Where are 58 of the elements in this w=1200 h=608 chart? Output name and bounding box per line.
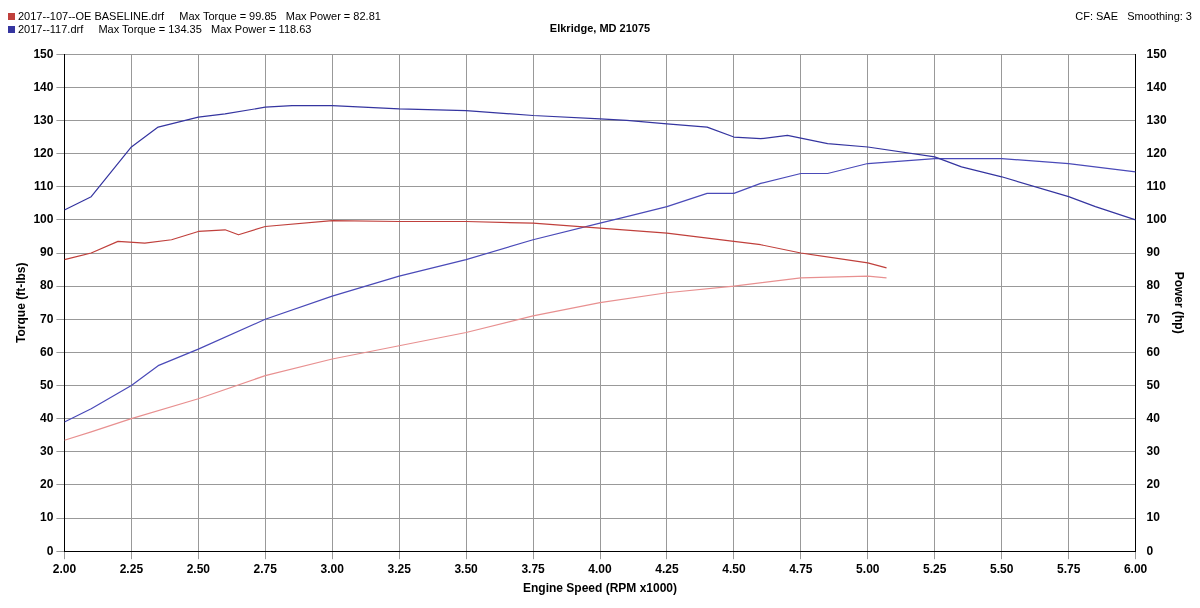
y-tick-label: 110: [34, 179, 54, 194]
y-tick-label: 10: [40, 510, 54, 525]
x-tick-label: 4.25: [655, 561, 679, 576]
y-tick-label: 120: [33, 145, 54, 160]
text: CF: SAE Smoothing: 3: [1075, 10, 1192, 22]
y2-tick-label: 60: [1146, 344, 1161, 359]
y2-tick-label: 140: [1146, 79, 1167, 94]
y2-tick-label: 30: [1146, 444, 1161, 459]
y2-tick-label: 90: [1146, 245, 1161, 260]
x-tick-label: 5.50: [990, 561, 1014, 576]
y-tick-label: 40: [40, 410, 54, 425]
x-tick-label: 2.00: [52, 561, 77, 576]
y-tick-label: 90: [40, 245, 54, 260]
y-tick-label: 70: [40, 311, 54, 326]
y-tick-label: 150: [33, 46, 54, 61]
y-tick-label: 100: [33, 212, 54, 227]
x-tick-label: 2.50: [186, 561, 211, 576]
y2-tick-label: 0: [1146, 543, 1154, 558]
y-tick-label: 60: [40, 344, 54, 359]
x-tick-label: 4.00: [588, 561, 612, 576]
legend-label: 2017--117.drf: [18, 23, 84, 36]
x-tick-label: 3.75: [521, 561, 546, 576]
x-tick-label: 2.75: [253, 561, 278, 576]
y-tick-label: 80: [40, 278, 54, 293]
y2-tick-label: 20: [1146, 477, 1161, 492]
y2-tick-label: 40: [1146, 410, 1161, 425]
text: Max Torque = 99.85 Max Power = 82.81: [179, 10, 381, 23]
x-tick-label: 3.25: [387, 561, 412, 576]
x-tick-label: 6.00: [1123, 561, 1148, 576]
y2-tick-label: 70: [1146, 311, 1161, 326]
y2-tick-label: 100: [1146, 212, 1167, 227]
x-tick-label: 4.75: [789, 561, 813, 576]
y2-tick-label: 130: [1146, 112, 1167, 127]
y-tick-label: 20: [40, 477, 54, 492]
text: Max Torque = 134.35 Max Power = 118.63: [98, 23, 312, 36]
chart-subtitle: Elkridge, MD 21075: [549, 22, 651, 34]
y2-axis-title: Power (hp): [1172, 271, 1187, 334]
y2-tick-label: 150: [1146, 46, 1167, 61]
x-tick-label: 3.50: [454, 561, 479, 576]
y-axis-title: Torque (ft-lbs): [13, 262, 28, 343]
y-tick-label: 50: [40, 377, 54, 392]
y-tick-label: 140: [33, 79, 54, 94]
y2-tick-label: 50: [1146, 377, 1161, 392]
y2-tick-label: 80: [1146, 278, 1161, 293]
legend-label: 2017--107--OE BASELINE.drf: [18, 10, 165, 23]
x-tick-label: 4.50: [722, 561, 746, 576]
y-tick-label: 0: [46, 543, 54, 558]
y-tick-label: 30: [40, 444, 54, 459]
x-tick-label: 5.00: [856, 561, 880, 576]
x-axis-title: Engine Speed (RPM x1000): [522, 581, 678, 596]
y2-tick-label: 120: [1146, 145, 1167, 160]
y2-tick-label: 10: [1146, 510, 1161, 525]
x-tick-label: 5.75: [1056, 561, 1081, 576]
x-tick-label: 5.25: [923, 561, 947, 576]
x-tick-label: 2.25: [119, 561, 144, 576]
y-tick-label: 130: [33, 112, 54, 127]
x-tick-label: 3.00: [320, 561, 345, 576]
y2-tick-label: 110: [1146, 179, 1167, 194]
